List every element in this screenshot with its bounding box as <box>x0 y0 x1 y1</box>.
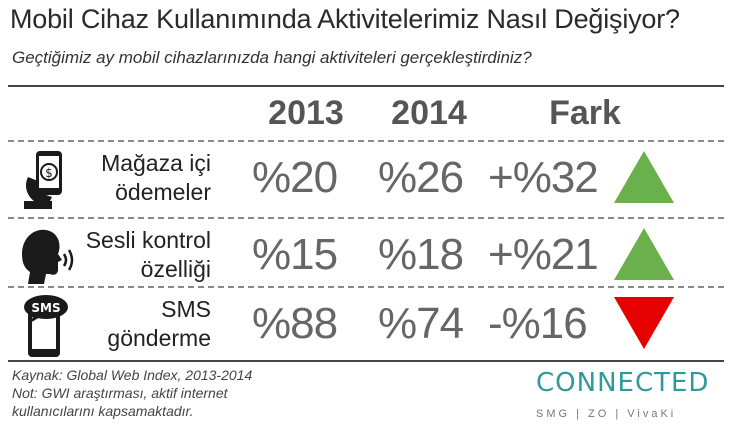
trend-up-icon <box>614 228 674 280</box>
value-2013: %15 <box>252 230 338 279</box>
row-label: SMS gönderme <box>107 296 211 351</box>
sms-phone-icon: SMS <box>24 295 68 357</box>
top-rule <box>8 85 724 87</box>
value-2014: %26 <box>378 153 464 202</box>
row-label: Sesli kontrol özelliği <box>85 227 211 282</box>
value-2014: %74 <box>378 299 464 348</box>
value-fark: -%16 <box>488 299 588 348</box>
page-title: Mobil Cihaz Kullanımında Aktivitelerimiz… <box>10 4 680 34</box>
table-row-magaza-ici-odemeler: $ Mağaza içi ödemeler %20 %26 +%32 <box>0 143 731 215</box>
column-header-2014: 2014 <box>391 94 467 132</box>
trend-down-icon <box>614 297 674 349</box>
trend-up-icon <box>614 151 674 203</box>
table-row-sesli-kontrol: Sesli kontrol özelliği %15 %18 +%21 <box>0 220 731 292</box>
row-separator <box>8 286 724 288</box>
svg-text:$: $ <box>45 166 53 180</box>
phone-payment-icon: $ <box>24 151 62 209</box>
row-label: Mağaza içi ödemeler <box>101 150 211 205</box>
row-separator <box>8 217 724 219</box>
value-2014: %18 <box>378 230 464 279</box>
value-2013: %20 <box>252 153 338 202</box>
column-header-2013: 2013 <box>268 94 344 132</box>
connected-logo: CONNECTED SMG | ZO | VivaKi <box>512 368 712 434</box>
table-row-sms-gonderme: SMS SMS gönderme %88 %74 -%16 <box>0 289 731 361</box>
column-header-fark: Fark <box>549 94 621 132</box>
bottom-rule <box>8 360 724 362</box>
svg-text:SMS: SMS <box>31 301 60 315</box>
value-fark: +%32 <box>488 153 599 202</box>
page-subtitle: Geçtiğimiz ay mobil cihazlarınızda hangi… <box>12 48 532 67</box>
voice-control-icon <box>22 229 74 284</box>
logo-subtext: SMG | ZO | VivaKi <box>536 408 677 420</box>
value-fark: +%21 <box>488 230 599 279</box>
source-note: Kaynak: Global Web Index, 2013-2014 Not:… <box>12 367 253 419</box>
logo-brand: CONNECTED <box>536 368 710 398</box>
value-2013: %88 <box>252 299 338 348</box>
row-separator <box>8 140 724 142</box>
